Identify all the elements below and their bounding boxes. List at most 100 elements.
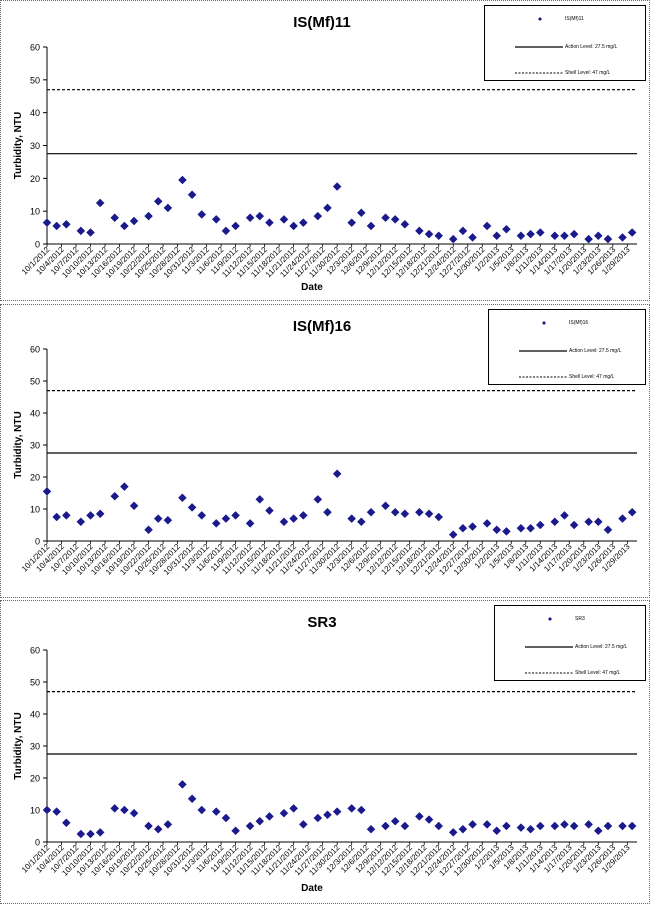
chart-3-data-point bbox=[298, 820, 308, 829]
chart-3-data-point bbox=[593, 826, 603, 836]
chart-2-data-point bbox=[468, 522, 477, 531]
chart-3-legend-label: Shell Level: 47 mg/L bbox=[575, 670, 621, 676]
chart-2-data-point bbox=[178, 493, 187, 503]
chart-3-data-point bbox=[120, 805, 129, 815]
chart-2-ytick-label: 0 bbox=[35, 537, 40, 547]
chart-1-data-point bbox=[603, 234, 613, 244]
chart-1-data-point bbox=[178, 175, 187, 185]
chart-2-data-point bbox=[187, 503, 197, 512]
chart-3-data-point bbox=[603, 821, 613, 831]
chart-2-ytick-label: 30 bbox=[30, 441, 40, 451]
chart-3-data-point bbox=[400, 821, 410, 831]
chart-2-data-point bbox=[569, 520, 579, 530]
chart-2-data-point bbox=[492, 525, 502, 535]
chart-2-data-point bbox=[129, 501, 139, 511]
chart-1-data-point bbox=[347, 218, 357, 228]
chart-2-ylabel: Turbidity, NTU bbox=[13, 411, 24, 478]
chart-2-data-point bbox=[535, 520, 545, 530]
chart-2-data-point bbox=[323, 507, 332, 517]
chart-1-data-point bbox=[593, 231, 603, 241]
chart-2-data-point bbox=[95, 509, 105, 519]
chart-2-data-point bbox=[197, 511, 207, 520]
chart-1-legend-label: Action Level: 27.5 mg/L bbox=[565, 44, 618, 50]
chart-3-data-point bbox=[502, 821, 511, 831]
chart-3-data-point bbox=[526, 824, 535, 834]
chart-panel-2: IS(Mf)16 Turbidity, NTU 0 10 20 30 40 50 60 10/1/… bbox=[0, 304, 650, 598]
chart-1-data-point bbox=[42, 218, 52, 228]
chart-2-data-point bbox=[42, 487, 52, 496]
chart-1-data-point bbox=[458, 226, 468, 236]
chart-1-data-point bbox=[245, 213, 255, 223]
chart-3-ytick-label: 50 bbox=[30, 678, 40, 688]
chart-3-data-point bbox=[95, 828, 105, 837]
chart-1-data-point bbox=[492, 231, 502, 241]
chart-2-data-point bbox=[163, 515, 173, 525]
chart-3-title: SR3 bbox=[307, 614, 336, 631]
chart-1-data-point bbox=[356, 208, 366, 218]
chart-panel-3: SR3 Turbidity, NTU Date 0 10 20 30 40 50 60 10/1/2… bbox=[0, 600, 650, 904]
chart-1-legend-marker-icon bbox=[538, 17, 542, 21]
chart-3-legend-entry: Action Level: 27.5 mg/L bbox=[495, 642, 645, 652]
chart-2-legend-label: IS(Mf)16 bbox=[569, 320, 589, 326]
chart-1-legend-label: Shell Level: 47 mg/L bbox=[565, 70, 611, 76]
chart-2-data-point bbox=[415, 507, 424, 517]
chart-3-data-point bbox=[627, 821, 637, 831]
chart-2-data-point bbox=[61, 511, 71, 520]
chart-2-data-point bbox=[400, 509, 410, 519]
chart-1-data-point bbox=[163, 203, 173, 213]
chart-2-ytick-label: 40 bbox=[30, 409, 40, 419]
chart-1-data-point bbox=[424, 229, 434, 239]
chart-3-legend-entry: Shell Level: 47 mg/L bbox=[495, 668, 645, 678]
chart-3-data-point bbox=[153, 824, 163, 834]
chart-3-legend-label: SR3 bbox=[575, 616, 585, 622]
chart-3-data-point bbox=[332, 807, 342, 816]
chart-1-data-point bbox=[298, 218, 308, 228]
chart-2-data-point bbox=[255, 495, 265, 504]
chart-1-data-point bbox=[560, 231, 569, 241]
chart-2-data-point bbox=[298, 511, 308, 520]
chart-2-legend-entry: Shell Level: 47 mg/L bbox=[489, 372, 645, 382]
chart-3-data-point bbox=[313, 813, 323, 823]
chart-3-data-point bbox=[61, 818, 71, 828]
chart-2-data-point bbox=[153, 514, 163, 523]
chart-1-ytick-label: 50 bbox=[30, 75, 40, 85]
chart-3-data-point bbox=[245, 821, 255, 831]
chart-3-data-point bbox=[163, 820, 173, 829]
chart-1-legend-label: IS(Mf)11 bbox=[565, 16, 584, 22]
chart-1-data-point bbox=[550, 231, 560, 241]
chart-2-data-point bbox=[448, 530, 458, 539]
chart-2-data-point bbox=[265, 506, 274, 515]
chart-3-data-point bbox=[265, 812, 274, 821]
chart-2-data-point bbox=[390, 507, 400, 517]
chart-1-data-point bbox=[381, 213, 390, 223]
chart-2-data-point bbox=[144, 525, 153, 535]
chart-2-data-point bbox=[86, 511, 95, 520]
chart-1-ytick-label: 20 bbox=[30, 174, 40, 184]
chart-2-ytick-label: 60 bbox=[30, 345, 40, 355]
chart-1-data-point bbox=[313, 211, 323, 221]
chart-3-data-point bbox=[86, 829, 95, 839]
chart-3-legend-dashed-line-icon bbox=[525, 672, 573, 674]
chart-3-ytick-label: 10 bbox=[30, 806, 40, 816]
chart-3-data-point bbox=[448, 828, 458, 837]
chart-1-ytick-label: 30 bbox=[30, 141, 40, 151]
chart-3-ytick-label: 40 bbox=[30, 710, 40, 720]
chart-1-ytick-label: 60 bbox=[30, 43, 40, 53]
chart-3-data-point bbox=[356, 805, 366, 815]
chart-2-ytick-label: 10 bbox=[30, 505, 40, 515]
chart-2-data-point bbox=[221, 514, 231, 523]
chart-1-ytick-label: 10 bbox=[30, 207, 40, 217]
chart-2-data-point bbox=[366, 507, 376, 517]
chart-3-xlabel: Date bbox=[301, 883, 323, 894]
chart-3-data-point bbox=[468, 820, 477, 829]
chart-3-data-point bbox=[390, 816, 400, 826]
chart-1-data-point bbox=[289, 221, 298, 231]
chart-2-data-point bbox=[482, 519, 492, 528]
chart-2-legend-label: Shell Level: 47 mg/L bbox=[569, 374, 615, 380]
chart-1-data-point bbox=[434, 231, 444, 241]
chart-1-legend-entry: Action Level: 27.5 mg/L bbox=[485, 42, 645, 52]
chart-1-legend-dashed-line-icon bbox=[515, 72, 563, 74]
